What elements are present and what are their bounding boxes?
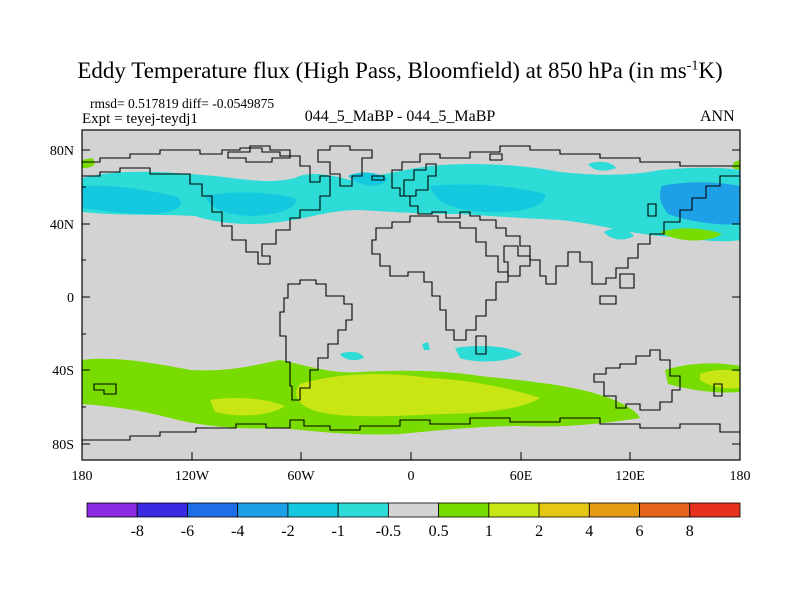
colorbar-swatch (187, 502, 239, 518)
coast-australia (593, 349, 681, 411)
colorbar-label: -1 (331, 523, 344, 540)
colorbar-swatch (438, 502, 490, 518)
colorbar-label: 0.5 (429, 523, 449, 540)
lat-label-0: 0 (67, 291, 74, 306)
colorbar-swatch (237, 502, 289, 518)
colorbar-swatch (337, 502, 389, 518)
nh-blue-mid (205, 192, 296, 216)
colorbar-label: 4 (585, 523, 593, 540)
colorbar-label: -0.5 (376, 523, 401, 540)
coast-madagascar (475, 335, 487, 355)
colorbar-label: 2 (535, 523, 543, 540)
contour-fields (82, 158, 740, 435)
colorbar-swatch (639, 502, 691, 518)
nh-green-pacific (660, 228, 722, 241)
colorbar-label: -4 (231, 523, 244, 540)
colorbar-label: -6 (181, 523, 194, 540)
colorbar-swatch (689, 502, 741, 518)
nh-blue-west (82, 185, 181, 214)
colorbar-swatch (588, 502, 640, 518)
coast-africa (371, 215, 509, 341)
colorbar-swatch (287, 502, 339, 518)
nh-cyan-band (82, 164, 740, 242)
coast-scandinavia (403, 163, 437, 197)
lat-label-40n: 40N (50, 218, 74, 233)
coast-eurasia (391, 145, 740, 285)
lat-ticks (82, 149, 740, 445)
lat-label-80s: 80S (52, 438, 74, 453)
sh-yellow-indian (700, 370, 740, 389)
coast-se-asia-1 (619, 273, 635, 289)
experiment-label: Expt = teyej-teydj1 (82, 111, 198, 127)
chart-title: Eddy Temperature flux (High Pass, Bloomf… (77, 58, 723, 83)
colorbar-label: 6 (636, 523, 644, 540)
nh-green-patch-east (732, 160, 740, 170)
colorbar-swatch (136, 502, 188, 518)
sh-cyan-small-1 (340, 351, 364, 361)
season-label: ANN (700, 108, 735, 125)
lat-label-40s: 40S (52, 364, 74, 379)
lon-ticks (81, 452, 741, 460)
colorbar-swatch (488, 502, 540, 518)
lon-label-120e: 120E (615, 469, 645, 484)
coast-arctic-islands (227, 145, 291, 163)
coast-japan (647, 203, 657, 217)
nh-cyan-east-asia (604, 228, 634, 240)
lat-label-80n: 80N (50, 144, 74, 159)
colorbar-label: -8 (131, 523, 144, 540)
colorbar-label: 1 (485, 523, 493, 540)
lon-label-120w: 120W (175, 469, 210, 484)
lon-label-180w: 180 (72, 469, 93, 484)
stats-label: rmsd= 0.517819 diff= -0.0549875 (90, 96, 275, 111)
coast-iceland (371, 175, 385, 181)
colorbar-label: 8 (686, 523, 694, 540)
coast-antarctica (82, 417, 740, 441)
coast-north-america (82, 147, 331, 265)
sh-cyan-atlantic (455, 346, 522, 362)
colorbar-labels: -8 -6 -4 -2 -1 -0.5 0.5 1 2 4 6 8 (131, 523, 694, 540)
coast-se-asia-2 (599, 295, 617, 305)
colorbar-swatch (538, 502, 590, 518)
colorbar (86, 502, 741, 518)
lon-label-60w: 60W (287, 469, 315, 484)
nh-cyan-arctic (588, 161, 616, 171)
sh-yellow-west (210, 398, 285, 416)
nh-green-patch-west (82, 158, 95, 168)
colorbar-swatch (86, 502, 138, 518)
colorbar-swatch (387, 502, 440, 518)
coast-arabia (503, 245, 531, 277)
coast-south-america (279, 279, 353, 401)
sh-cyan-small-2 (422, 342, 430, 350)
sh-yellow-core (296, 374, 540, 417)
coast-greenland (317, 145, 373, 187)
coast-atlantic-island (489, 153, 503, 161)
coastlines (82, 145, 740, 441)
lon-label-60e: 60E (510, 469, 533, 484)
lon-label-0: 0 (408, 469, 415, 484)
nh-blue-europe (430, 184, 546, 213)
colorbar-label: -2 (281, 523, 294, 540)
case-label: 044_5_MaBP - 044_5_MaBP (304, 108, 496, 125)
coast-south-georgia (93, 383, 117, 395)
coast-new-zealand (713, 383, 723, 397)
lon-label-180e: 180 (730, 469, 751, 484)
